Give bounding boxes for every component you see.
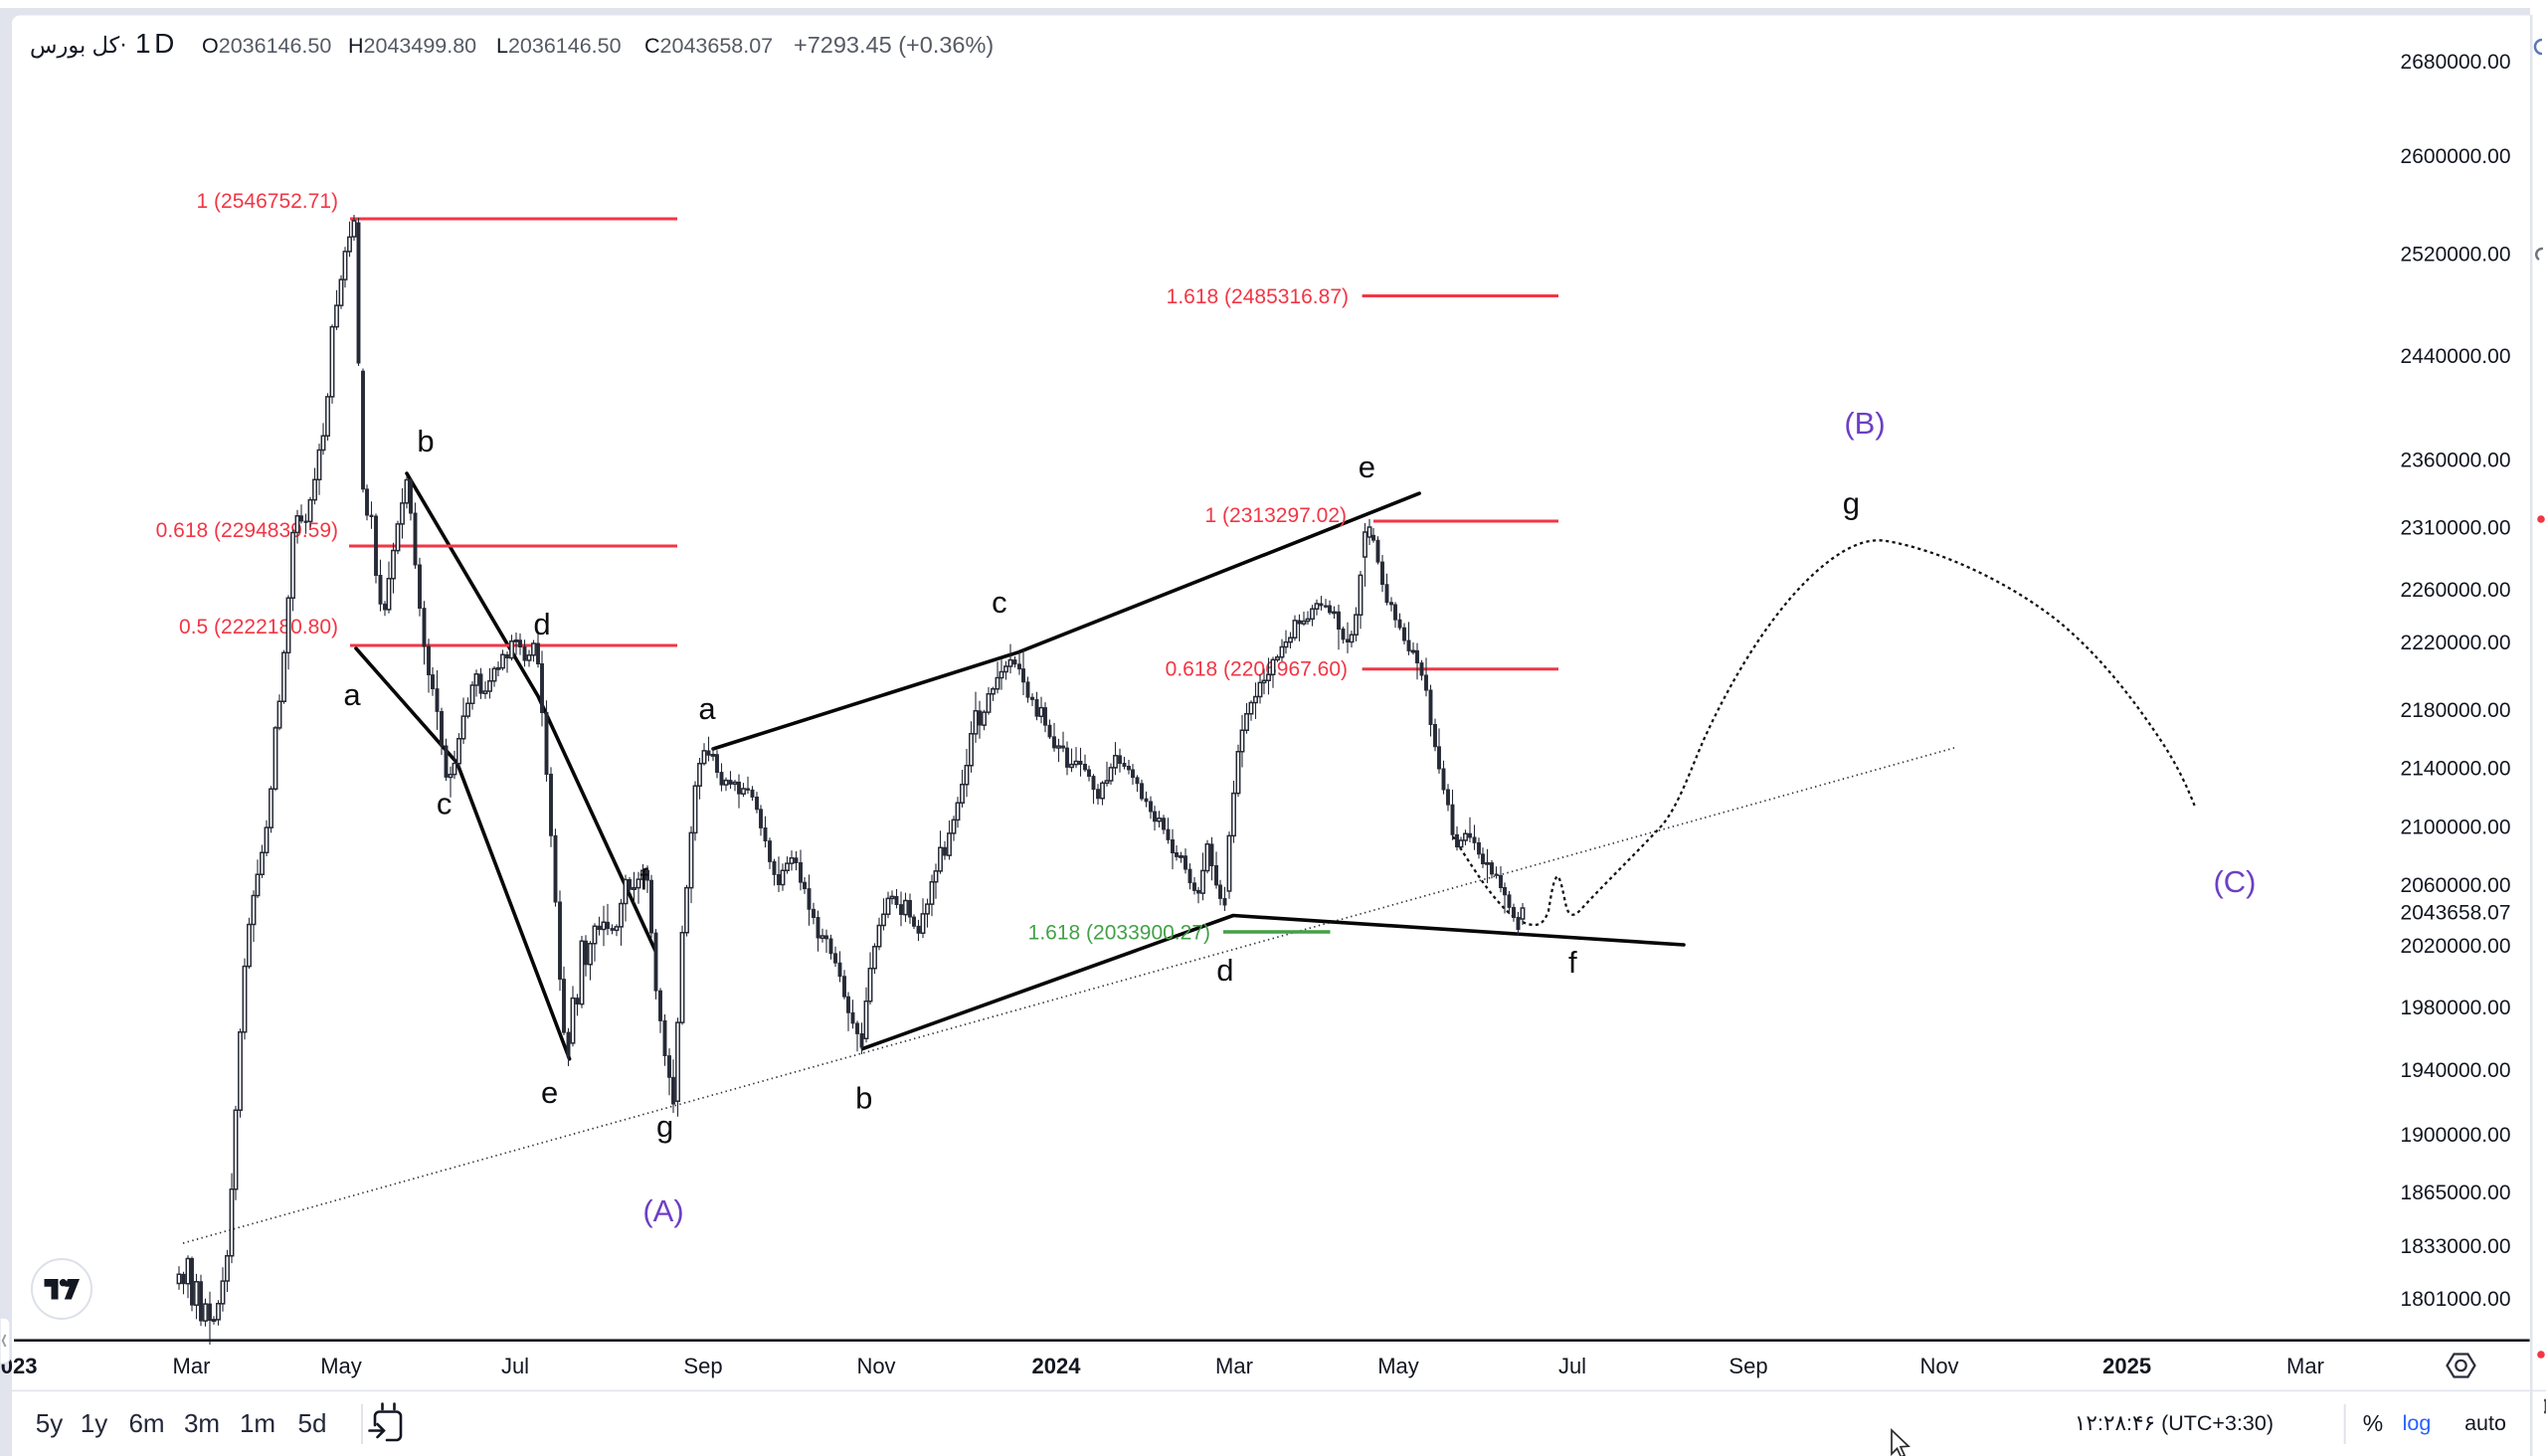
svg-text:(C): (C): [2213, 864, 2256, 899]
svg-text:5d: 5d: [298, 1408, 327, 1438]
svg-text:2100000.00: 2100000.00: [2401, 817, 2511, 839]
svg-text:Nov: Nov: [1919, 1354, 1958, 1378]
svg-text:1 (2546752.71): 1 (2546752.71): [197, 190, 338, 213]
svg-text:(B): (B): [1844, 406, 1885, 441]
svg-text:1865000.00: 1865000.00: [2401, 1182, 2511, 1204]
svg-text:1y: 1y: [81, 1408, 107, 1438]
svg-text:2025: 2025: [2102, 1354, 2151, 1378]
svg-text:Jul: Jul: [1558, 1354, 1586, 1378]
svg-text:0.618 (2206967.60): 0.618 (2206967.60): [1166, 658, 1348, 681]
svg-text:0.5 (2222180.80): 0.5 (2222180.80): [179, 616, 338, 638]
svg-text:Mar: Mar: [1215, 1354, 1253, 1378]
svg-text:1D: 1D: [135, 28, 178, 59]
svg-text:c: c: [437, 787, 453, 821]
svg-text:2020000.00: 2020000.00: [2401, 935, 2511, 958]
svg-text:۱۲:۲۸:۴۶ (UTC+3:30): ۱۲:۲۸:۴۶ (UTC+3:30): [2075, 1411, 2273, 1435]
svg-text:2140000.00: 2140000.00: [2401, 757, 2511, 780]
svg-text:1980000.00: 1980000.00: [2401, 997, 2511, 1019]
svg-text:e: e: [1359, 450, 1375, 484]
svg-text:auto: auto: [2464, 1411, 2506, 1435]
svg-text:2024: 2024: [1032, 1354, 1082, 1378]
svg-text:Jul: Jul: [501, 1354, 529, 1378]
svg-text:2043658.07: 2043658.07: [2401, 902, 2511, 925]
svg-text:کل بورس: کل بورس: [30, 33, 120, 59]
svg-text:2680000.00: 2680000.00: [2401, 51, 2511, 74]
svg-text:1m: 1m: [240, 1408, 275, 1438]
svg-text:·: ·: [119, 31, 127, 58]
svg-text:a: a: [343, 677, 361, 712]
svg-text:g: g: [1843, 485, 1860, 520]
svg-text:1801000.00: 1801000.00: [2401, 1288, 2511, 1311]
svg-text:c: c: [992, 585, 1007, 620]
svg-text:2440000.00: 2440000.00: [2401, 345, 2511, 368]
svg-text:L2036146.50: L2036146.50: [496, 34, 622, 58]
svg-text:2260000.00: 2260000.00: [2401, 579, 2511, 602]
svg-text:2220000.00: 2220000.00: [2401, 632, 2511, 654]
svg-text:Sep: Sep: [1728, 1354, 1767, 1378]
svg-text:O2036146.50: O2036146.50: [202, 34, 331, 58]
svg-text:May: May: [320, 1354, 362, 1378]
svg-text:Mar: Mar: [2286, 1354, 2324, 1378]
svg-text:C2043658.07: C2043658.07: [644, 34, 773, 58]
svg-text:2180000.00: 2180000.00: [2401, 699, 2511, 722]
svg-text:1.618 (2033900.27): 1.618 (2033900.27): [1028, 922, 1210, 945]
svg-text:5y: 5y: [36, 1408, 63, 1438]
svg-text:1833000.00: 1833000.00: [2401, 1235, 2511, 1258]
svg-text:2360000.00: 2360000.00: [2401, 450, 2511, 472]
svg-text:1900000.00: 1900000.00: [2401, 1124, 2511, 1147]
svg-text:f: f: [1568, 945, 1577, 980]
svg-text:Nov: Nov: [856, 1354, 895, 1378]
svg-text:2600000.00: 2600000.00: [2401, 145, 2511, 168]
svg-text:Mar: Mar: [173, 1354, 211, 1378]
svg-text:May: May: [1377, 1354, 1419, 1378]
svg-text:Sep: Sep: [683, 1354, 722, 1378]
svg-text:a: a: [698, 691, 716, 726]
svg-text:3m: 3m: [184, 1408, 220, 1438]
svg-text:b: b: [417, 424, 434, 458]
svg-text:g: g: [656, 1109, 673, 1144]
svg-text:1 (2313297.02): 1 (2313297.02): [1205, 504, 1347, 527]
svg-text:(A): (A): [642, 1193, 683, 1228]
svg-text:2310000.00: 2310000.00: [2401, 517, 2511, 540]
svg-text:+7293.45 (+0.36%): +7293.45 (+0.36%): [794, 32, 994, 58]
svg-text:6m: 6m: [128, 1408, 164, 1438]
svg-text:H2043499.80: H2043499.80: [348, 34, 476, 58]
svg-text:log: log: [2403, 1411, 2432, 1435]
svg-text:1.618 (2485316.87): 1.618 (2485316.87): [1167, 285, 1349, 308]
svg-text:f: f: [639, 862, 648, 897]
svg-text:1940000.00: 1940000.00: [2401, 1059, 2511, 1082]
svg-text:d: d: [1216, 953, 1233, 988]
svg-text:%: %: [2363, 1410, 2383, 1436]
svg-text:2520000.00: 2520000.00: [2401, 243, 2511, 266]
svg-text:e: e: [541, 1075, 558, 1110]
svg-text:d: d: [533, 607, 550, 641]
svg-text:2060000.00: 2060000.00: [2401, 874, 2511, 897]
svg-text:b: b: [855, 1081, 872, 1116]
